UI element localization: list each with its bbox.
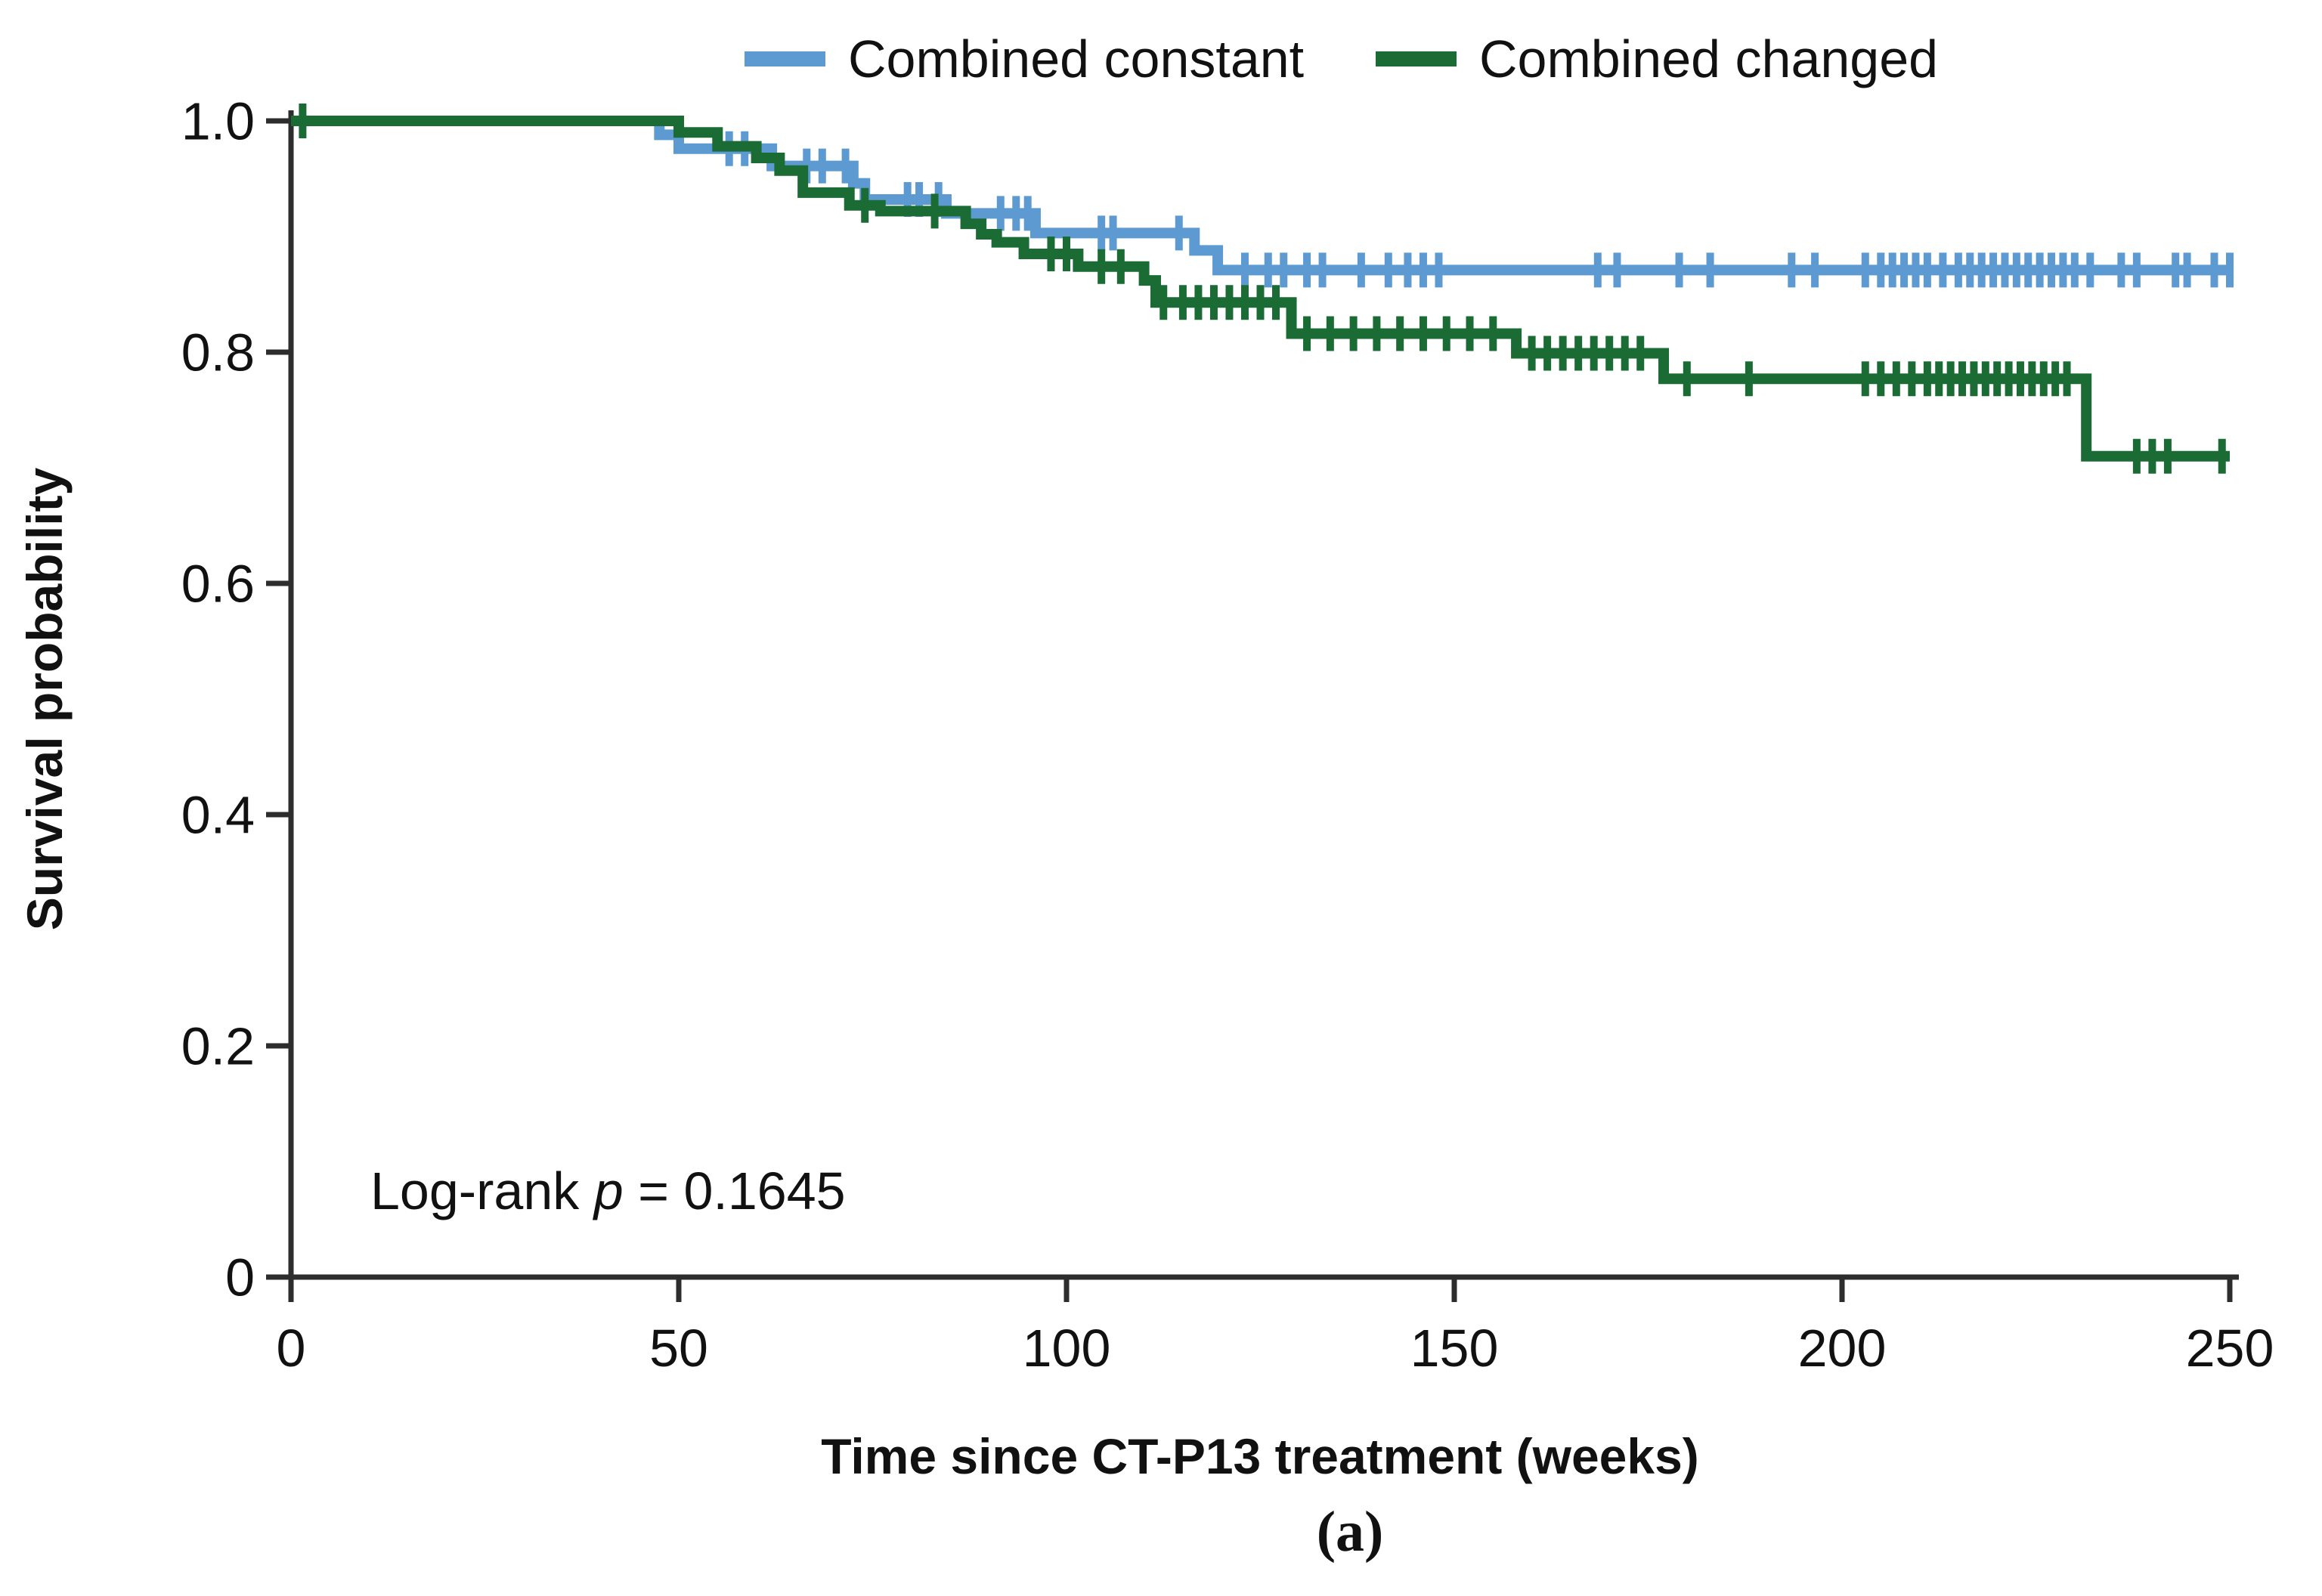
legend-label-combined-constant: Combined constant	[848, 29, 1304, 88]
x-tick-label: 0	[277, 1319, 306, 1378]
x-tick-label: 100	[1023, 1319, 1111, 1378]
series-line-combined-changed	[291, 116, 2230, 462]
axes: 1.0 0.8 0.6 0.4 0.2 00 50 100 150 200 250	[181, 92, 2274, 1378]
y-tick-label: 0.4	[181, 786, 255, 845]
y-tick-label: 0.6	[181, 555, 255, 614]
x-tick-label: 200	[1798, 1319, 1887, 1378]
censor-marks-combined-constant	[725, 131, 2234, 288]
legend: Combined constant Combined changed	[745, 29, 1938, 88]
y-axis-title: Survival probability	[17, 467, 73, 930]
x-tick-label: 50	[649, 1319, 708, 1378]
panel-caption: (a)	[1317, 1500, 1384, 1564]
series-line-combined-constant	[291, 116, 2230, 276]
x-axis-title: Time since CT-P13 treatment (weeks)	[821, 1428, 1699, 1484]
x-tick-label: 150	[1410, 1319, 1499, 1378]
x-tick-label: 250	[2186, 1319, 2274, 1378]
y-tick-label: 0.2	[181, 1017, 255, 1076]
y-tick-label: 0	[225, 1248, 255, 1307]
legend-label-combined-changed: Combined changed	[1479, 29, 1938, 88]
y-tick-label: 1.0	[181, 92, 255, 151]
log-rank-annotation: Log-rank p = 0.1645	[370, 1161, 846, 1220]
y-tick-label: 0.8	[181, 323, 255, 382]
censor-marks-combined-changed	[299, 104, 2226, 474]
series-curves	[291, 104, 2234, 474]
